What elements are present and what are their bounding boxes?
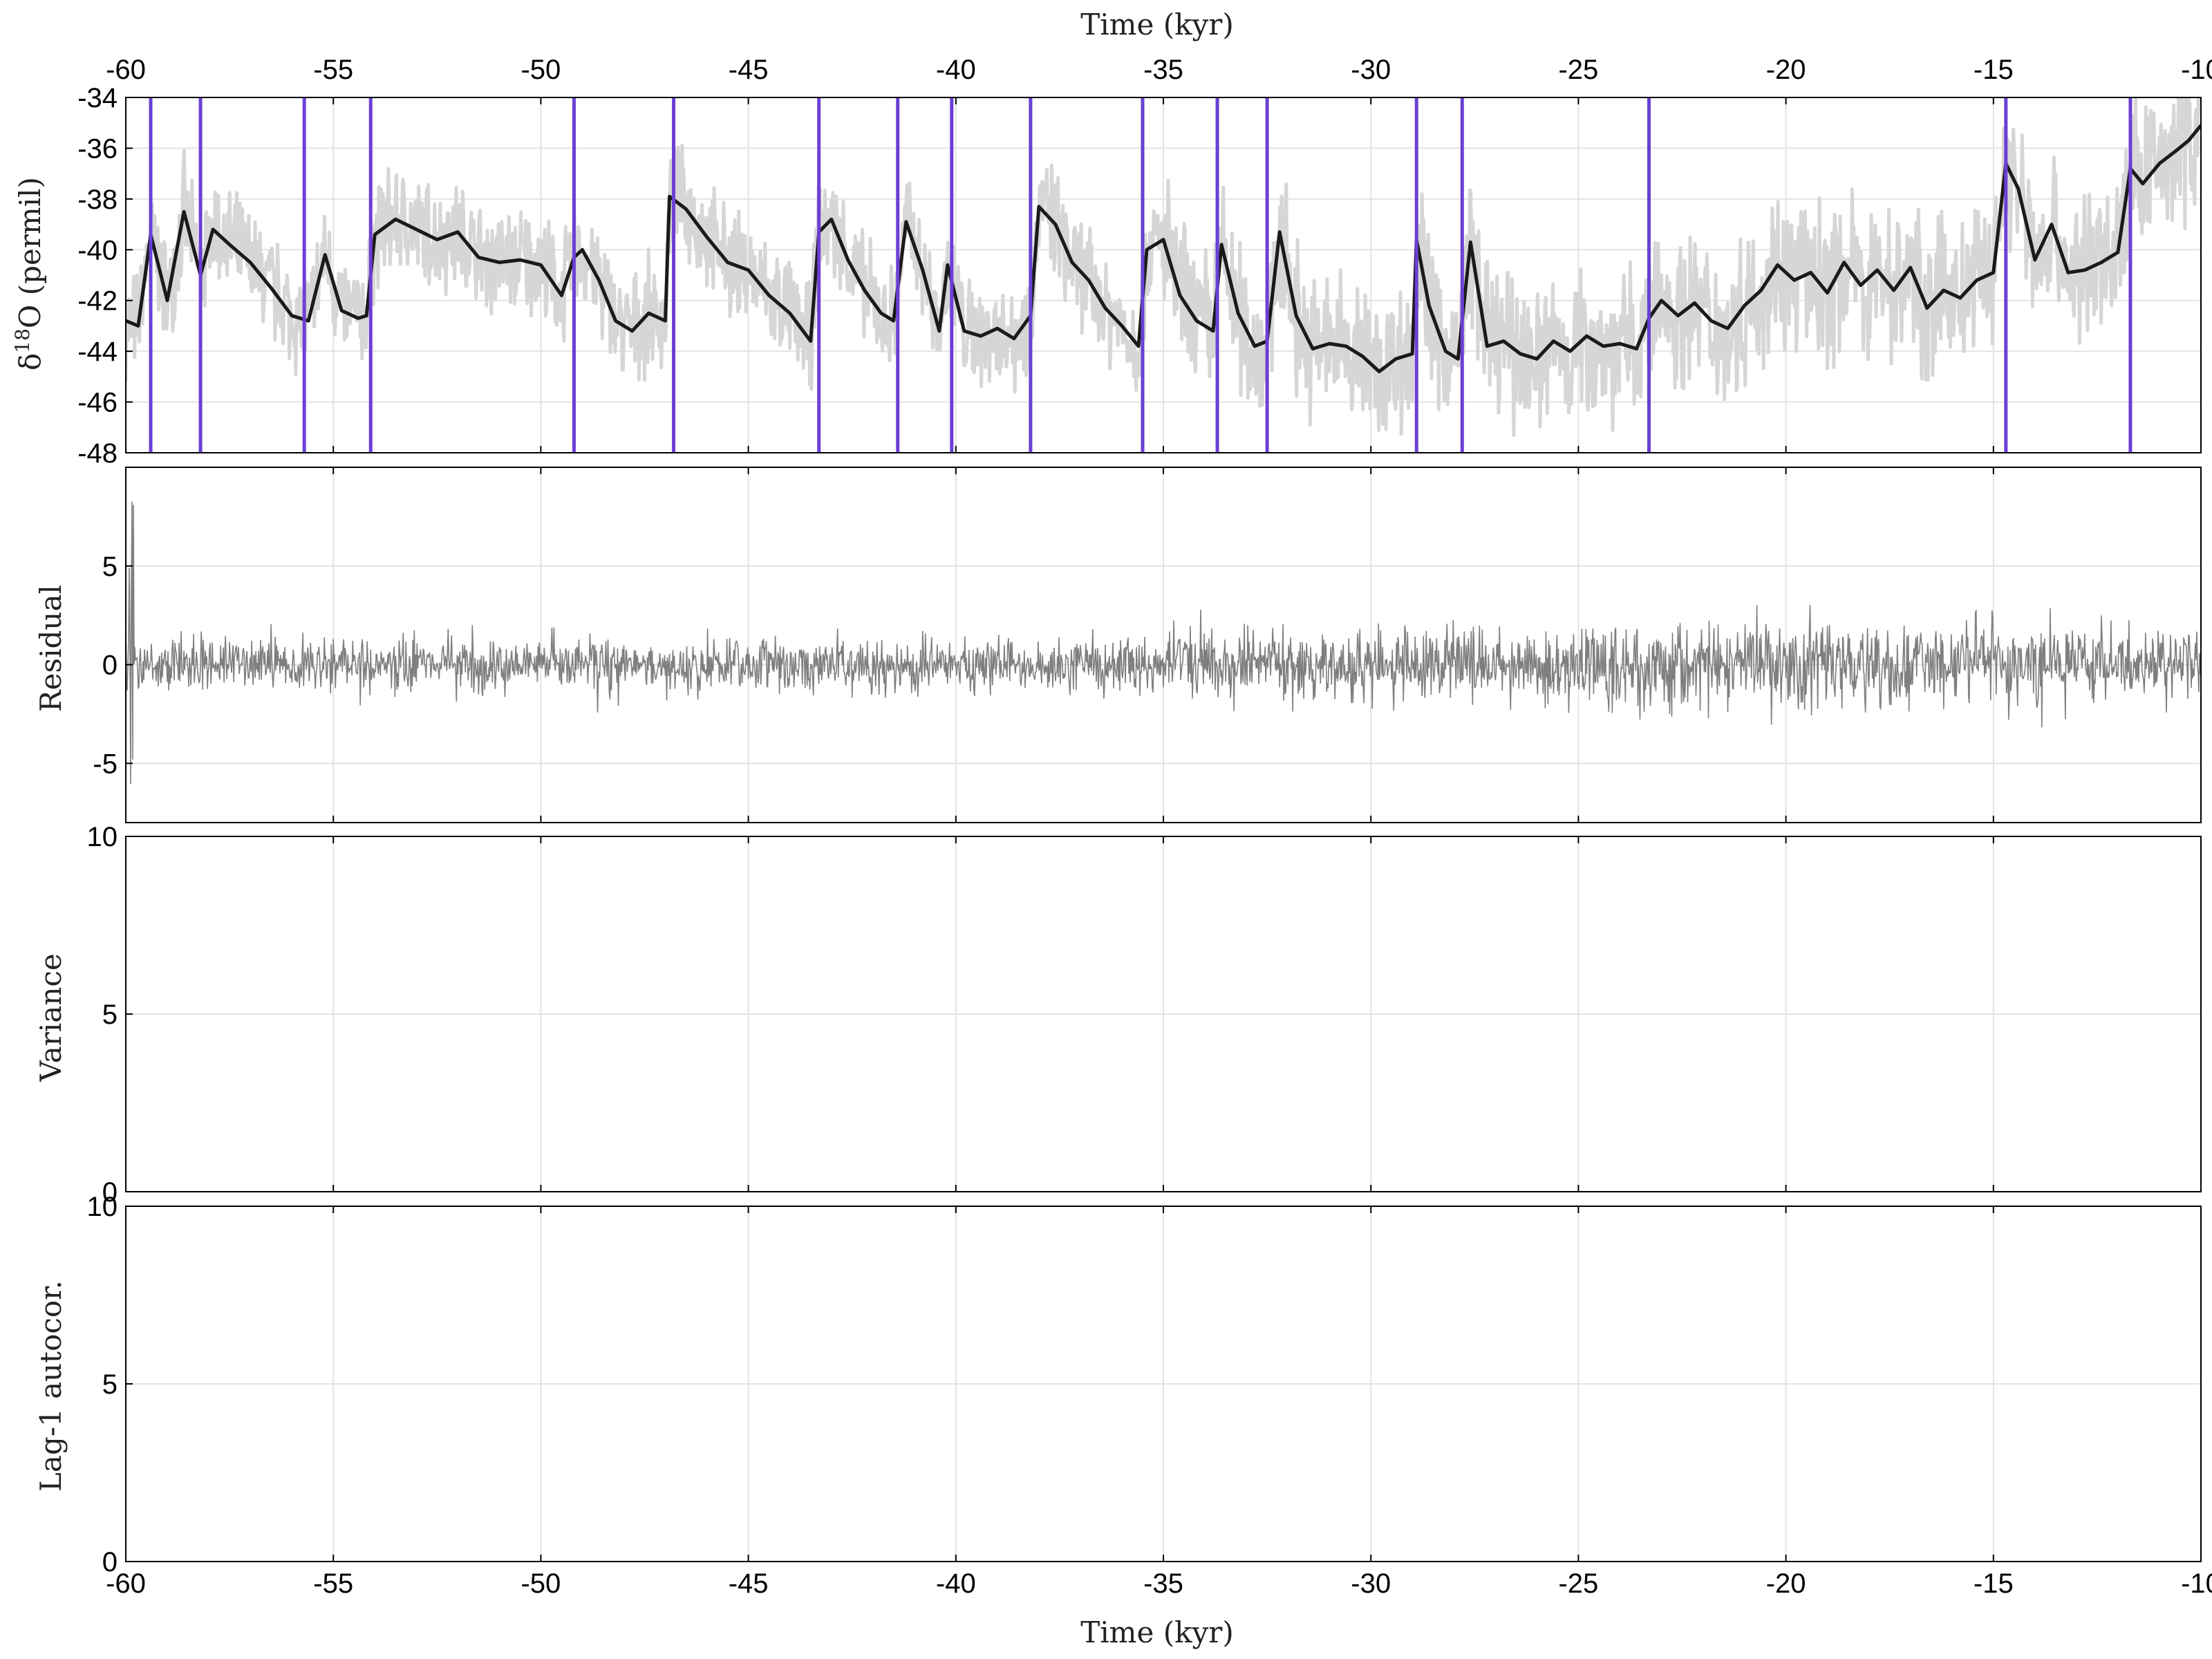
top-x-tick-label: -30 [1351, 55, 1391, 85]
plot-area [126, 97, 2201, 453]
y-tick-label: 0 [102, 1547, 118, 1577]
bottom-x-tick-label: -25 [1558, 1568, 1598, 1599]
y-tick-label: -5 [93, 749, 118, 779]
top-x-tick-label: -55 [313, 55, 353, 85]
y-tick-label: -36 [77, 133, 118, 164]
bottom-x-tick-label: -35 [1143, 1568, 1183, 1599]
y-tick-label: -42 [77, 286, 118, 317]
panel2-y-axis-label: Residual [34, 585, 68, 712]
y-tick-label: -40 [77, 235, 118, 265]
residual-series-line [126, 501, 2201, 785]
bottom-x-tick-label: -20 [1766, 1568, 1806, 1599]
panel3-y-axis-label: Variance [34, 953, 68, 1082]
bottom-x-tick-label: -30 [1351, 1568, 1391, 1599]
y-tick-label: -46 [77, 388, 118, 418]
bottom-x-tick-label: -60 [106, 1568, 146, 1599]
y-tick-label: 0 [102, 650, 118, 681]
y-tick-label: -38 [77, 185, 118, 215]
plot-area [126, 501, 2201, 785]
bottom-x-tick-label: -40 [936, 1568, 976, 1599]
y-tick-label: 10 [87, 822, 118, 852]
y-tick-label: 5 [102, 1000, 118, 1030]
bottom-x-tick-label: -10 [2181, 1568, 2212, 1599]
top-x-tick-label: -35 [1143, 55, 1183, 85]
bottom-x-axis-label: Time (kyr) [1080, 1615, 1234, 1649]
top-x-tick-label: -45 [729, 55, 769, 85]
y-tick-label: 10 [87, 1192, 118, 1222]
y-tick-label: -34 [77, 83, 118, 113]
y-tick-label: 5 [102, 1369, 118, 1400]
top-x-tick-label: -15 [1974, 55, 2014, 85]
y-tick-label: 5 [102, 552, 118, 582]
bottom-x-tick-label: -45 [729, 1568, 769, 1599]
top-x-axis-label: Time (kyr) [1080, 8, 1234, 41]
panel4-y-axis-label: Lag-1 autocor. [34, 1280, 68, 1492]
bottom-x-tick-label: -15 [1974, 1568, 2014, 1599]
y-tick-label: -48 [77, 438, 118, 469]
top-x-tick-label: -10 [2181, 55, 2212, 85]
top-x-tick-label: -25 [1558, 55, 1598, 85]
bottom-x-tick-label: -55 [313, 1568, 353, 1599]
top-x-tick-label: -50 [521, 55, 561, 85]
top-x-tick-label: -60 [106, 55, 146, 85]
panel-variance: 10 5 0 [87, 822, 2202, 1208]
panel-residual: 5 0 -5 [93, 467, 2202, 823]
y-tick-label: -44 [77, 337, 118, 367]
y-tick-label: 0 [102, 1177, 118, 1208]
smoothed-series-line [126, 124, 2201, 373]
panel-lag1-autocorrelation: 10 5 0-60 -55 -50 -45 -40 -35 -30 -25 -20 -15 -10 [87, 1192, 2212, 1599]
top-x-tick-label: -20 [1766, 55, 1806, 85]
panel-delta18o: -34 -36 -38 -40 -42 -44 -46 -48 -60 -55 -50 -45 -40 -… [77, 55, 2212, 469]
panel1-y-axis-label: δ18O (permil) [11, 177, 48, 371]
bottom-x-tick-label: -50 [521, 1568, 561, 1599]
top-x-tick-label: -40 [936, 55, 976, 85]
